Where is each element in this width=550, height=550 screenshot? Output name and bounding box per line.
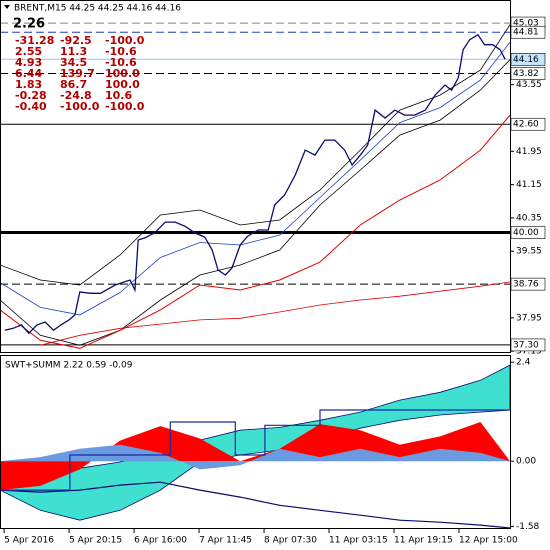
stat-cell: 100.0: [105, 78, 140, 91]
level-label: 37.30: [513, 340, 539, 350]
area-fill: [1, 444, 510, 470]
menu-arrow[interactable]: [4, 5, 10, 9]
series-line: [1, 409, 510, 491]
stat-cell: -31.28: [15, 34, 54, 47]
level-label: 45.03: [513, 19, 539, 29]
y-tick-label: 41.15: [516, 180, 542, 190]
stat-cell: 34.5: [60, 56, 87, 69]
level-label: 38.76: [513, 280, 539, 290]
stat-cell: 139.7: [60, 67, 95, 80]
y-tick-label: -1.58: [516, 522, 540, 532]
y-tick-label: 39.55: [516, 247, 542, 257]
indicator-title: SWT+SUMM 2.22 0.59 -0.09: [5, 361, 133, 371]
stat-cell: 6.44: [15, 67, 42, 80]
stat-cell: -24.8: [60, 89, 92, 102]
y-tick-label: 40.35: [516, 213, 542, 223]
series-line: [4, 33, 506, 335]
level-label: 44.81: [513, 28, 539, 38]
indicator-panel: [1, 364, 510, 528]
stat-cell: -0.28: [15, 89, 47, 102]
price-frame: [0, 0, 511, 353]
series-line: [1, 114, 510, 349]
x-tick-label: 12 Apr 15:00: [459, 536, 518, 546]
x-tick-label: 11 Apr 03:15: [329, 536, 388, 546]
y-tick-label: 0.00: [516, 457, 536, 467]
x-tick-label: 6 Apr 16:00: [134, 536, 187, 546]
x-tick-label: 5 Apr 20:15: [69, 536, 122, 546]
stat-cell: -100.0: [60, 100, 100, 113]
stat-cell: -10.6: [105, 56, 137, 69]
stat-cell: -10.6: [105, 45, 137, 58]
y-tick-label: 37.15: [516, 347, 542, 357]
x-tick-label: 8 Apr 07:30: [264, 536, 317, 546]
x-tick-label: 7 Apr 11:45: [199, 536, 252, 546]
series-line: [1, 41, 510, 316]
y-tick-label: 37.95: [516, 313, 542, 323]
level-label: 40.00: [513, 228, 539, 238]
series-line: [1, 59, 510, 346]
stat-cell: -100.0: [105, 34, 145, 47]
stat-cell: -92.5: [60, 34, 92, 47]
area-fill: [1, 422, 510, 490]
overlay: 43.55 41.95 41.15 40.35 39.55 37.95 37.15 45.03…: [3, 16, 546, 546]
series-line: [1, 481, 510, 528]
stat-cell: 86.7: [60, 78, 87, 91]
indicator-frame: [0, 355, 511, 529]
level-label: 42.60: [513, 120, 539, 130]
stat-cell: 2.55: [15, 45, 42, 58]
x-tick-label: 5 Apr 2016: [4, 536, 54, 546]
stat-cell: -0.40: [15, 100, 47, 113]
chart-title: BRENT,M15 44.25 44.25 44.16 44.16: [14, 4, 181, 14]
stat-cell: 100.0: [105, 67, 140, 80]
price-panel: [1, 22, 510, 349]
stat-cell: -100.0: [105, 100, 145, 113]
stat-cell: 10.6: [105, 89, 132, 102]
stat: 2.26: [13, 17, 45, 32]
stat-cell: 1.83: [15, 78, 42, 91]
y-tick-label: 41.95: [516, 147, 542, 157]
stat-cell: 11.3: [60, 45, 87, 58]
x-tick-label: 11 Apr 19:15: [394, 536, 453, 546]
level-label: 44.16: [513, 55, 539, 65]
series-line: [40, 281, 510, 346]
y-tick-label: 43.55: [516, 80, 542, 90]
level-label: 43.82: [513, 69, 539, 79]
y-tick-label: 2.4: [516, 358, 531, 368]
stat-cell: 4.93: [15, 56, 42, 69]
